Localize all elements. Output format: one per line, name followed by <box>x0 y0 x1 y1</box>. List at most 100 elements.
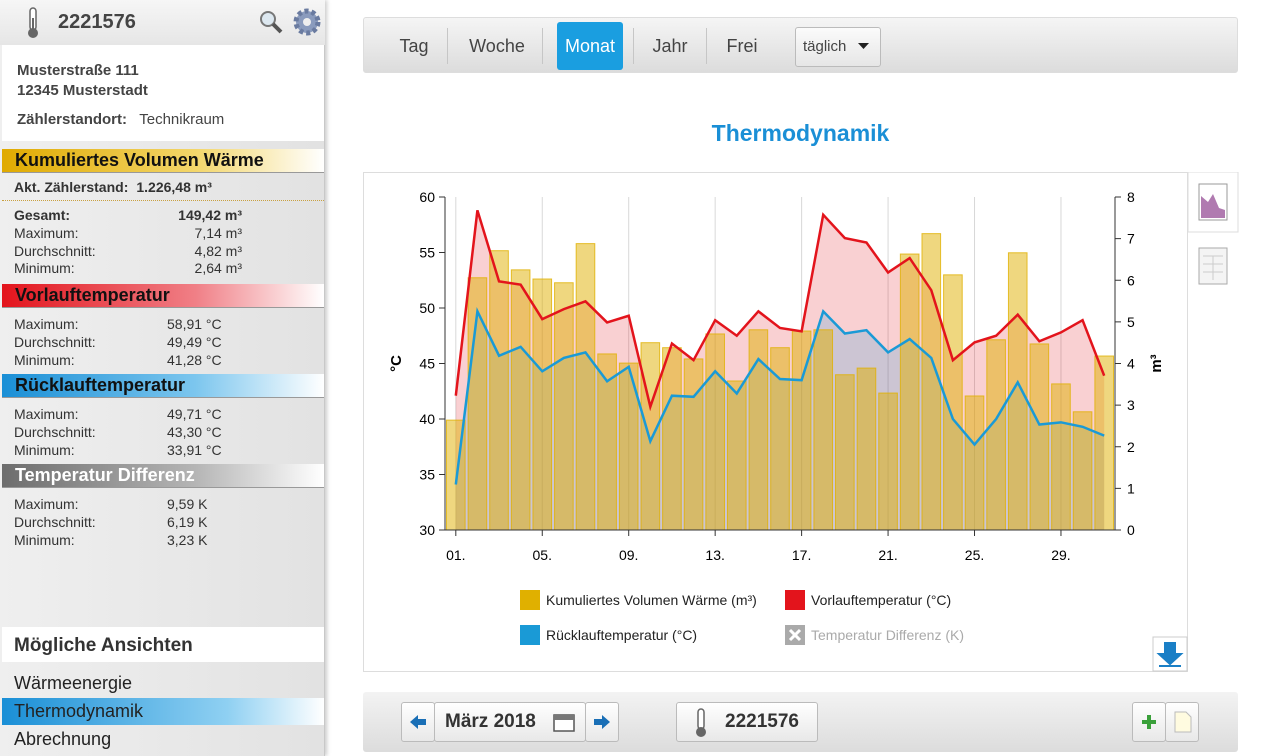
legend-swatch[interactable] <box>785 590 805 610</box>
meter-id: 2221576 <box>58 11 136 33</box>
view-item[interactable]: Wärmeenergie <box>14 673 133 693</box>
stat-section: Vorlauftemperatur Maximum: 58,91 °C Durchsc… <box>2 284 324 369</box>
y-tick-label: 30 <box>419 522 435 538</box>
download-icon <box>1156 642 1184 667</box>
y2-tick-label: 7 <box>1127 231 1135 247</box>
bar <box>964 395 985 531</box>
reading-row: Akt. Zählerstand: 1.226,48 m³ <box>2 173 324 201</box>
add-button[interactable] <box>1132 702 1166 742</box>
legend-swatch[interactable] <box>520 625 540 645</box>
chart: 01. 05. 09. 13. 17. 21. 25. 29.3035404550556001… <box>388 172 1239 672</box>
sidebar-header: 2221576 <box>0 0 325 45</box>
chart-icon-graph <box>1201 194 1225 218</box>
legend-swatch[interactable] <box>520 590 540 610</box>
separator <box>706 28 707 64</box>
bar <box>1094 355 1114 531</box>
x-tick-label: 29. <box>1051 547 1070 563</box>
bar <box>640 342 661 531</box>
period-box[interactable]: März 2018 <box>434 702 586 742</box>
tab-bar: Tag Woche Monat Jahr Frei täglich <box>363 17 1238 73</box>
separator <box>542 28 543 64</box>
stat-rows: Gesamt: 149,42 m³ Maximum: 7,14 m³ Durchschn… <box>2 201 324 278</box>
stat-rows: Maximum: 9,59 K Durchschnitt: 6,19 K Minimum… <box>2 488 324 549</box>
stat-section: Temperatur Differenz Maximum: 9,59 K Durchs… <box>2 464 324 549</box>
y-axis-label: °C <box>388 355 405 372</box>
interval-dropdown[interactable]: täglich <box>795 27 881 67</box>
stat-value: 41,28 °C <box>167 351 222 368</box>
x-tick-label: 13. <box>705 547 724 563</box>
address-line: 12345 Musterstadt <box>17 82 148 99</box>
stat-row: Minimum: 2,64 m³ <box>2 260 324 278</box>
stat-label: Maximum: <box>14 496 79 512</box>
legend-label[interactable]: Vorlauftemperatur (°C) <box>811 592 951 608</box>
tab[interactable]: Frei <box>726 36 758 56</box>
x-tick-label: 09. <box>619 547 638 563</box>
y2-tick-label: 4 <box>1127 356 1135 372</box>
y-tick-label: 55 <box>419 245 435 261</box>
address-box: Musterstraße 111 12345 Musterstadt Zähle… <box>2 45 324 141</box>
interval: täglich <box>803 38 847 55</box>
tab[interactable]: Woche <box>469 36 525 56</box>
stat-row: Minimum: 41,28 °C <box>2 352 324 370</box>
bar <box>899 253 920 531</box>
calendar-icon <box>553 714 575 732</box>
address-line: Musterstraße 111 <box>17 62 139 79</box>
legend-label[interactable]: Kumuliertes Volumen Wärme (m³) <box>546 592 757 608</box>
bar <box>813 329 834 531</box>
y-tick-label: 40 <box>419 411 435 427</box>
bar <box>1051 383 1071 531</box>
stat-row: Durchschnitt: 4,82 m³ <box>2 243 324 261</box>
navigation-bar: März 2018 2221576 <box>363 692 1238 752</box>
stat-value: 6,19 K <box>167 513 208 530</box>
note-icon <box>1174 711 1192 733</box>
y2-tick-label: 8 <box>1127 189 1135 205</box>
y2-tick-label: 5 <box>1127 314 1135 330</box>
x-tick-label: 21. <box>878 547 897 563</box>
stat-section: Rücklauftemperatur Maximum: 49,71 °C Durchs… <box>2 374 324 459</box>
bar <box>921 233 942 531</box>
bar <box>770 347 790 531</box>
stat-value: 4,82 m³ <box>194 242 242 259</box>
table-icon-lines <box>1203 255 1223 280</box>
arrow-left <box>410 715 426 729</box>
next-button[interactable] <box>585 702 619 742</box>
location: Zählerstandort: Technikraum <box>17 111 324 128</box>
bar <box>835 374 855 531</box>
stat-row: Maximum: 9,59 K <box>2 496 324 514</box>
stat-rows: Maximum: 49,71 °C Durchschnitt: 43,30 °C Min… <box>2 398 324 459</box>
period: März 2018 <box>445 711 536 732</box>
bar <box>489 250 509 531</box>
stat-label: Durchschnitt: <box>14 513 96 530</box>
meter-box[interactable]: 2221576 <box>676 702 818 742</box>
stat-value: 3,23 K <box>167 531 208 548</box>
settings-icon[interactable] <box>292 7 322 37</box>
legend-label[interactable]: Temperatur Differenz (K) <box>811 627 964 643</box>
y2-tick-label: 2 <box>1127 439 1135 455</box>
tab[interactable]: Jahr <box>652 36 688 56</box>
view-item[interactable]: Thermodynamik <box>2 698 324 725</box>
bar <box>510 269 531 531</box>
legend-label[interactable]: Rücklauftemperatur (°C) <box>546 627 697 643</box>
stat-label: Minimum: <box>14 260 75 277</box>
tab[interactable]: Tag <box>399 36 429 56</box>
tab-active[interactable]: Monat <box>557 22 623 70</box>
stat-row: Maximum: 7,14 m³ <box>2 225 324 243</box>
bar <box>878 392 898 531</box>
bar <box>856 367 877 531</box>
stat-row: Maximum: 58,91 °C <box>2 316 324 334</box>
search-icon[interactable] <box>258 8 284 36</box>
note-button[interactable] <box>1165 702 1199 742</box>
section-title: Rücklauftemperatur <box>2 374 324 398</box>
stat-label: Durchschnitt: <box>14 242 96 259</box>
stat-value: 49,49 °C <box>167 333 222 350</box>
stat-row: Gesamt: 149,42 m³ <box>2 207 324 225</box>
section-title: Vorlauftemperatur <box>2 284 324 308</box>
stat-row: Minimum: 33,91 °C <box>2 442 324 460</box>
bar <box>575 243 596 531</box>
prev-button[interactable] <box>401 702 435 742</box>
section-title: Kumuliertes Volumen Wärme <box>2 149 324 173</box>
bar <box>726 380 747 531</box>
meter-id: 2221576 <box>725 711 799 732</box>
view-item[interactable]: Abrechnung <box>14 729 112 749</box>
